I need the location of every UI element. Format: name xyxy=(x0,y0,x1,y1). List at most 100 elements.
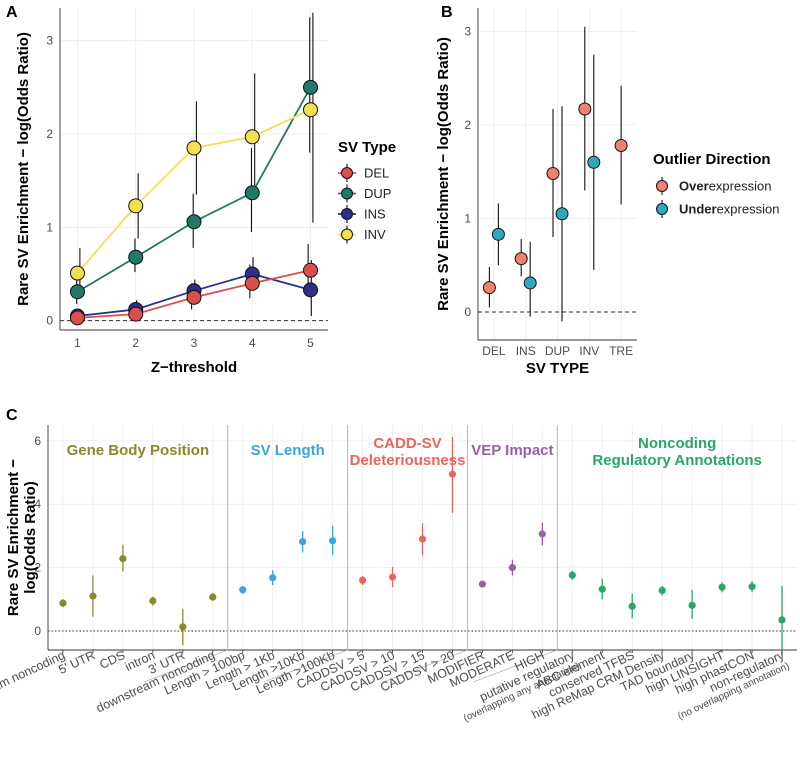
a-point-dup-2 xyxy=(186,214,202,230)
b-point-0-inv xyxy=(578,102,592,116)
a-legend-marker-ins xyxy=(341,208,353,220)
c-point-0-5 xyxy=(209,593,217,601)
b-ytick-1: 1 xyxy=(464,211,471,225)
b-legend-label-bold-0: Over xyxy=(679,179,709,194)
a-point-dup-0 xyxy=(69,284,85,300)
c-ytick-3: 6 xyxy=(34,434,41,448)
c-point-0-3 xyxy=(149,597,157,605)
a-point-inv-1 xyxy=(128,198,144,214)
a-point-inv-4 xyxy=(303,102,319,118)
a-point-del-3 xyxy=(244,275,260,291)
c-point-4-6 xyxy=(748,583,756,591)
c-point-0-2 xyxy=(119,555,127,563)
c-y-axis-label-line-1: Rare SV Enrichment − xyxy=(5,459,22,616)
a-legend-label-dup: DUP xyxy=(364,186,391,201)
c-point-4-5 xyxy=(718,583,726,591)
c-point-1-2 xyxy=(299,538,307,546)
c-group-separator-tail-2 xyxy=(383,649,468,683)
c-point-4-2 xyxy=(628,602,636,610)
b-legend-marker-1 xyxy=(656,203,668,215)
a-y-axis-label: Rare SV Enrichment − log(Odds Ratio) xyxy=(15,32,32,306)
a-point-dup-3 xyxy=(244,185,260,201)
b-point-0-dup xyxy=(546,167,560,181)
c-point-2-3 xyxy=(448,470,457,478)
b-x-axis-label: SV TYPE xyxy=(526,360,589,377)
c-point-0-1 xyxy=(89,592,97,600)
c-point-0-0 xyxy=(59,599,67,607)
a-legend-marker-del xyxy=(341,167,353,179)
c-point-2-0 xyxy=(358,576,367,584)
b-legend-label-0: Overexpression xyxy=(679,179,772,194)
b-point-0-tre xyxy=(614,138,628,152)
b-point-1-inv xyxy=(587,155,601,169)
c-point-4-1 xyxy=(598,585,606,593)
c-point-0-4 xyxy=(179,623,187,631)
a-point-dup-4 xyxy=(303,79,319,95)
c-point-4-4 xyxy=(688,601,696,609)
panel-a-chart: 0 1 2 3 1 2 3 4 5 Z−threshold Rare SV Enrichment −… xyxy=(15,8,396,376)
c-point-1-3 xyxy=(329,537,337,545)
b-xtick-ins: INS xyxy=(516,344,536,358)
a-point-ins-4 xyxy=(303,282,319,298)
c-point-1-0 xyxy=(239,586,247,594)
a-xtick-1: 2 xyxy=(132,336,139,350)
panel-c-chart: 0 2 4 6 Gene Body Position upstream noncoding… xyxy=(0,425,797,724)
c-group-title-3-0: VEP Impact xyxy=(471,442,553,459)
c-y-axis-label-line-2: log(Odds Ratio) xyxy=(22,481,39,594)
a-legend-marker-dup xyxy=(341,187,353,200)
b-point-1-dup xyxy=(555,207,569,221)
a-point-del-4 xyxy=(303,262,319,278)
b-xtick-del: DEL xyxy=(482,344,506,358)
c-xtick-label-0-2: CDS xyxy=(97,648,127,672)
a-xtick-0: 1 xyxy=(74,336,81,350)
panel-b-chart: 0 1 2 3 DEL INS DUP INV TRE SV TYPE Rare SV Enrich… xyxy=(435,8,779,377)
b-y-axis-label: Rare SV Enrichment − log(Odds Ratio) xyxy=(435,37,452,311)
b-point-0-ins xyxy=(514,252,528,266)
c-point-2-1 xyxy=(388,573,397,581)
c-ytick-2: 4 xyxy=(34,497,41,511)
c-point-3-2 xyxy=(538,530,546,538)
b-xtick-tre: TRE xyxy=(609,344,633,358)
c-group-title-4-0: Noncoding xyxy=(638,435,716,452)
b-legend-marker-0 xyxy=(656,180,668,192)
a-legend-marker-inv xyxy=(341,228,353,241)
a-xtick-3: 4 xyxy=(249,336,256,350)
a-ytick-3: 3 xyxy=(46,34,53,48)
panel-a-letter: A xyxy=(6,4,18,21)
c-group-title-1-0: SV Length xyxy=(251,442,325,459)
b-legend-label-rest-1: expression xyxy=(717,202,780,217)
a-x-axis-label: Z−threshold xyxy=(151,359,237,376)
b-point-1-del xyxy=(491,227,505,241)
b-point-0-del xyxy=(482,281,496,295)
b-xtick-inv: INV xyxy=(579,344,599,358)
a-legend-label-inv: INV xyxy=(364,227,386,242)
a-point-del-1 xyxy=(128,306,144,322)
c-group-separator-tail-0 xyxy=(143,649,228,683)
c-xtick-label-0-0: upstream noncoding xyxy=(0,648,67,709)
b-legend-label-rest-0: expression xyxy=(709,179,772,194)
c-point-4-0 xyxy=(568,571,576,579)
b-ytick-3: 3 xyxy=(464,24,471,38)
c-group-separator-tail-1 xyxy=(263,649,348,683)
b-ytick-2: 2 xyxy=(464,118,471,132)
a-point-del-0 xyxy=(69,310,85,326)
c-group-title-0-0: Gene Body Position xyxy=(67,442,210,459)
a-point-inv-2 xyxy=(186,140,202,156)
c-ytick-0: 0 xyxy=(34,624,41,638)
a-point-dup-1 xyxy=(128,249,144,265)
b-legend-title: Outlier Direction xyxy=(653,151,771,168)
c-group-title-2-0: CADD-SV xyxy=(373,435,441,452)
a-point-del-2 xyxy=(186,289,202,305)
c-point-4-3 xyxy=(658,586,666,595)
c-point-4-7 xyxy=(778,616,786,624)
b-legend-label-bold-1: Under xyxy=(679,202,717,217)
c-group-separator-tail-3 xyxy=(473,649,558,683)
b-point-1-ins xyxy=(523,276,537,290)
a-ytick-0: 0 xyxy=(46,314,53,328)
a-ytick-1: 1 xyxy=(46,220,53,234)
a-legend-label-del: DEL xyxy=(364,166,389,181)
panel-c-letter: C xyxy=(6,407,18,424)
b-xtick-dup: DUP xyxy=(545,344,570,358)
a-legend-label-ins: INS xyxy=(364,207,386,222)
